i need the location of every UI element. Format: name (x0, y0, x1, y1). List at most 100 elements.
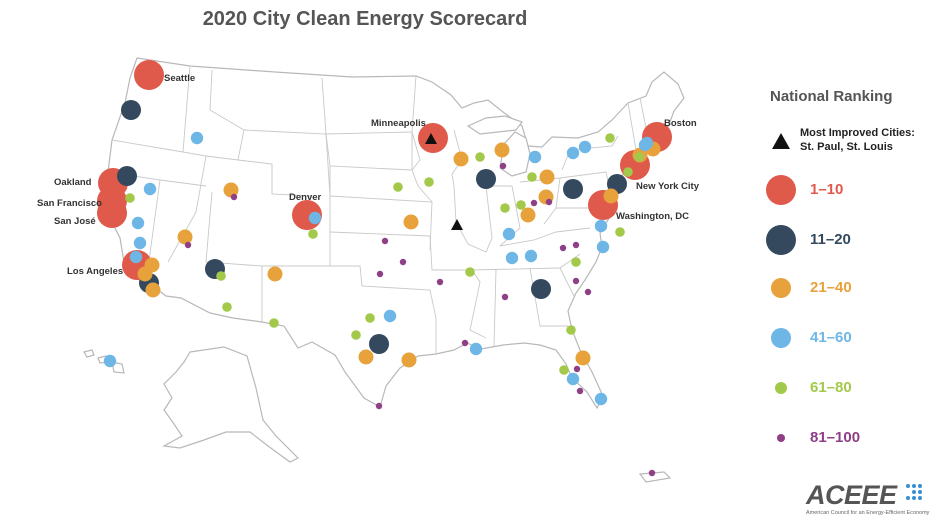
legend-title: National Ranking (770, 88, 893, 105)
city-marker (530, 199, 538, 207)
city-marker (376, 270, 384, 278)
legend-tier-label: 61–80 (810, 379, 852, 396)
city-marker (222, 302, 232, 312)
city-marker (594, 392, 608, 406)
city-marker (566, 325, 576, 335)
city-marker (230, 193, 238, 201)
city-marker (381, 237, 389, 245)
most-improved-line-1: Most Improved Cities: (800, 127, 915, 139)
city-label-san-francisco: San Francisco (37, 198, 102, 209)
city-marker (524, 249, 538, 263)
legend-tier-row: 81–100 (760, 420, 930, 460)
border-line (330, 265, 437, 354)
city-marker (121, 100, 141, 120)
city-marker (563, 179, 583, 199)
city-marker (184, 241, 192, 249)
border-line (325, 132, 413, 171)
legend-tier-row: 41–60 (760, 320, 930, 360)
city-marker (559, 244, 567, 252)
city-marker (134, 60, 164, 90)
puerto-rico (638, 471, 672, 483)
city-label-oakland: Oakland (54, 177, 92, 188)
city-marker (566, 372, 580, 386)
alaska (162, 346, 300, 463)
city-marker (216, 271, 226, 281)
city-marker (615, 227, 625, 237)
legend-tier-row: 61–80 (760, 370, 930, 410)
city-marker (494, 142, 510, 158)
state-borders (107, 65, 649, 354)
border-line (519, 177, 561, 225)
city-marker (144, 257, 160, 273)
legend-tier-row: 21–40 (760, 270, 930, 310)
legend-tier-row: 1–10 (760, 172, 930, 212)
city-marker (97, 198, 127, 228)
city-marker (393, 182, 403, 192)
city-marker (131, 216, 145, 230)
city-marker (576, 387, 584, 395)
city-marker (527, 172, 537, 182)
city-marker (499, 162, 507, 170)
city-marker (545, 198, 553, 206)
city-marker (640, 136, 654, 150)
logo-wordmark: ACEEE (806, 480, 897, 510)
black-triangle-icon (772, 133, 790, 149)
city-marker (436, 278, 444, 286)
city-marker (502, 227, 516, 241)
city-marker (520, 207, 536, 223)
city-marker (475, 152, 485, 162)
city-label-seattle: Seattle (164, 73, 195, 84)
city-label-boston: Boston (664, 118, 697, 129)
most-improved-triangle-icon (425, 133, 437, 144)
city-marker (531, 279, 551, 299)
border-line (237, 159, 313, 197)
city-marker (103, 354, 117, 368)
city-marker (572, 241, 580, 249)
city-label-new-york-city: New York City (636, 181, 700, 192)
border-line (499, 227, 591, 247)
city-marker (500, 203, 510, 213)
border-line (429, 235, 487, 339)
border-line (411, 131, 433, 203)
city-marker (375, 402, 383, 410)
city-labels: Seattle Minneapolis Boston Oakland San F… (37, 73, 700, 277)
city-marker (465, 267, 475, 277)
border-line (559, 267, 575, 297)
city-marker (596, 240, 610, 254)
city-marker (476, 169, 496, 189)
city-marker (223, 182, 239, 198)
city-marker (453, 151, 469, 167)
city-marker (267, 266, 283, 282)
city-marker (623, 167, 633, 177)
city-marker (190, 131, 204, 145)
city-marker (505, 251, 519, 265)
most-improved-label: Most Improved Cities: St. Paul, St. Loui… (800, 126, 936, 154)
city-marker (516, 200, 526, 210)
city-marker (603, 188, 619, 204)
border-line (321, 75, 417, 135)
city-marker (594, 219, 608, 233)
city-marker (566, 146, 580, 160)
city-marker (634, 152, 644, 162)
legend-tier-label: 21–40 (810, 279, 852, 296)
city-label-minneapolis: Minneapolis (371, 118, 426, 129)
border-line (111, 139, 184, 153)
michigan-upper (466, 115, 523, 135)
city-marker (308, 211, 322, 225)
city-marker (383, 309, 397, 323)
city-marker (501, 293, 509, 301)
city-marker (528, 150, 542, 164)
legend-tier-row: 11–20 (760, 222, 930, 262)
legend-tier-label: 81–100 (810, 429, 861, 446)
city-marker (401, 352, 417, 368)
city-marker (117, 166, 137, 186)
legend-tier-label: 41–60 (810, 329, 852, 346)
border-line (159, 179, 207, 187)
city-marker (358, 349, 374, 365)
city-marker (308, 229, 318, 239)
border-line (329, 231, 431, 237)
city-marker (605, 133, 615, 143)
map-title: 2020 City Clean Energy Scorecard (202, 8, 528, 30)
